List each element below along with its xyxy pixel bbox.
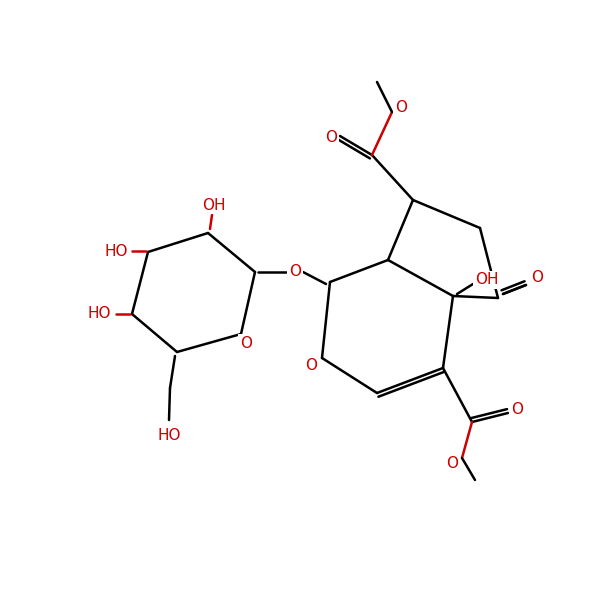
Text: O: O [511,401,523,416]
Text: O: O [325,130,337,145]
Text: OH: OH [202,197,226,212]
Text: HO: HO [157,427,181,443]
Text: O: O [446,457,458,472]
Text: HO: HO [87,307,111,322]
Text: HO: HO [104,244,128,259]
Text: O: O [240,335,252,350]
Text: O: O [531,271,543,286]
Text: OH: OH [475,272,499,287]
Text: O: O [289,263,301,278]
Text: O: O [305,358,317,373]
Text: O: O [395,100,407,115]
